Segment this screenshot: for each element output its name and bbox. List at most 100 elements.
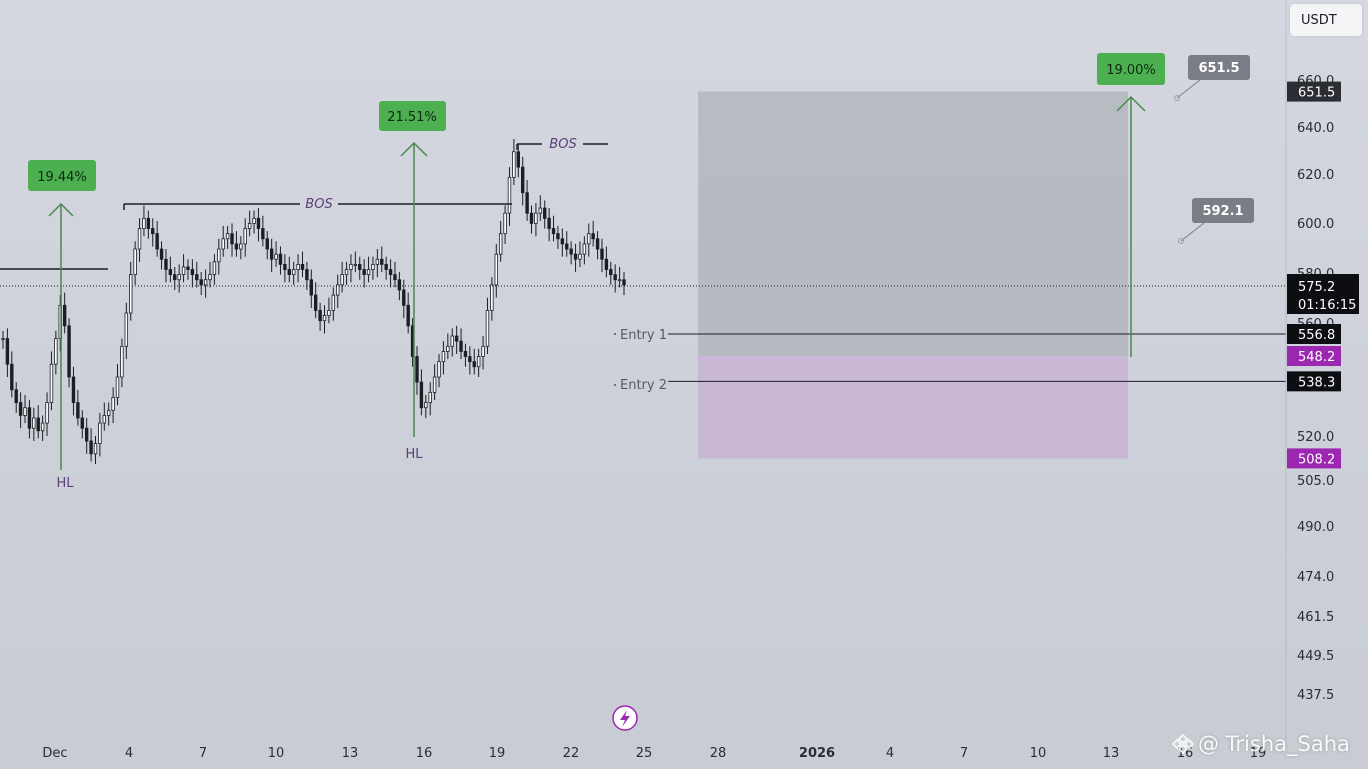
watermark: @ Trisha_Saha <box>1172 730 1364 758</box>
candle <box>32 407 36 441</box>
candle <box>380 246 384 273</box>
target-zone <box>698 91 1128 357</box>
candle <box>54 330 58 375</box>
candle <box>344 261 349 285</box>
candle <box>358 256 362 280</box>
level-label-zone_bottom: 508.2 <box>1287 448 1341 469</box>
entry-2-dot <box>614 384 616 386</box>
time-axis[interactable]: Dec 4 7 10 13 16 19 22 25 28 2026 4 7 10 13 16 19 <box>42 746 1266 761</box>
candle <box>406 292 410 334</box>
candle <box>573 243 578 273</box>
candle <box>133 241 137 285</box>
candle <box>565 231 569 257</box>
level-label-entry2: 538.3 <box>1287 371 1341 392</box>
candle <box>481 336 485 370</box>
percent-badge-2: 21.51% <box>379 101 446 131</box>
candle <box>340 261 344 293</box>
watermark-text: @ Trisha_Saha <box>1198 732 1350 756</box>
candle <box>89 428 93 462</box>
price-tick-label: 520.0 <box>1297 430 1334 445</box>
entry-2-label: Entry 2 <box>620 378 667 393</box>
price-tick-label: 461.5 <box>1297 610 1334 625</box>
time-tick-label: 7 <box>199 746 207 761</box>
candle <box>507 167 512 226</box>
candle <box>10 351 14 398</box>
candle <box>151 218 155 247</box>
level-label-entry1: 556.8 <box>1287 324 1341 344</box>
candle <box>76 389 80 426</box>
candle <box>468 346 472 375</box>
price-tick-label: 490.0 <box>1297 520 1334 535</box>
last-price-countdown: 01:16:15 <box>1298 298 1356 313</box>
last-price-badge[interactable]: 575.2 01:16:15 <box>1287 274 1359 314</box>
candle <box>327 297 331 324</box>
candle <box>371 256 375 280</box>
price-axis[interactable]: 660.0640.0620.0600.0580.0560.0520.0505.0… <box>1297 74 1334 703</box>
arrow-3 <box>1116 95 1146 357</box>
candle <box>252 210 256 234</box>
candle <box>283 254 287 283</box>
candle <box>18 392 23 429</box>
candle <box>274 241 278 267</box>
candle <box>419 369 424 416</box>
candle <box>278 246 283 275</box>
candle <box>595 231 600 260</box>
candle <box>366 256 371 283</box>
time-tick-label: 10 <box>268 746 285 761</box>
candle <box>102 402 106 431</box>
time-tick-label: 28 <box>710 746 727 761</box>
candle <box>247 210 252 237</box>
candle <box>296 254 300 283</box>
entry-zone <box>698 356 1128 459</box>
time-tick-label: 19 <box>489 746 506 761</box>
time-tick-label: 13 <box>342 746 359 761</box>
candle <box>221 225 225 257</box>
candle <box>45 392 49 436</box>
candle <box>538 195 543 221</box>
candle <box>446 333 450 360</box>
currency-selector[interactable]: USDT <box>1290 4 1362 36</box>
candle <box>512 138 516 186</box>
level-labels: 651.5 556.8 548.2 538.3 508.2 <box>1287 81 1341 469</box>
time-tick-label: 4 <box>886 746 894 761</box>
candle <box>14 382 18 413</box>
time-tick-label: 4 <box>125 746 133 761</box>
candle <box>609 261 613 285</box>
candle <box>269 238 274 273</box>
time-tick-label: 13 <box>1103 746 1120 761</box>
candle <box>120 338 124 388</box>
candle <box>243 218 247 257</box>
candle <box>256 208 261 242</box>
candle <box>521 156 525 206</box>
candle <box>441 341 446 375</box>
candle <box>503 205 507 244</box>
candle <box>551 215 556 242</box>
candle <box>578 241 582 267</box>
candle <box>463 343 468 367</box>
svg-text:592.1: 592.1 <box>1202 204 1243 219</box>
candle <box>177 264 181 293</box>
candle <box>472 348 476 375</box>
candle <box>560 228 565 257</box>
candle <box>93 435 98 465</box>
candles <box>1 138 626 465</box>
candle <box>199 272 203 296</box>
lightning-icon[interactable] <box>612 705 638 731</box>
bos-label-1: BOS <box>305 197 332 212</box>
candle <box>212 254 217 285</box>
candle <box>230 223 234 257</box>
candle <box>516 144 520 178</box>
candle <box>129 261 133 321</box>
time-tick-label: 25 <box>636 746 653 761</box>
candle <box>424 394 428 418</box>
svg-text:538.3: 538.3 <box>1298 375 1335 390</box>
candle <box>402 279 406 319</box>
candle <box>622 272 626 296</box>
candle <box>107 402 111 426</box>
svg-text:548.2: 548.2 <box>1298 350 1335 365</box>
currency-label: USDT <box>1301 12 1337 28</box>
candle <box>164 249 168 283</box>
candle <box>393 261 397 288</box>
level-label-target: 651.5 <box>1287 81 1341 102</box>
